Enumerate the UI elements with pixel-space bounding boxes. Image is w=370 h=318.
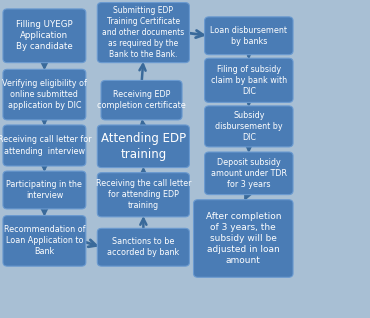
FancyBboxPatch shape bbox=[205, 106, 293, 147]
Text: Loan disbursement
by banks: Loan disbursement by banks bbox=[210, 26, 287, 46]
Text: Deposit subsidy
amount under TDR
for 3 years: Deposit subsidy amount under TDR for 3 y… bbox=[211, 158, 287, 189]
FancyBboxPatch shape bbox=[3, 9, 86, 63]
Text: Filing of subsidy
claim by bank with
DIC: Filing of subsidy claim by bank with DIC bbox=[211, 65, 287, 96]
Text: After completion
of 3 years, the
subsidy will be
adjusted in loan
amount: After completion of 3 years, the subsidy… bbox=[205, 212, 281, 265]
FancyBboxPatch shape bbox=[205, 17, 293, 55]
Text: Receiving the call letter
for attending EDP
training: Receiving the call letter for attending … bbox=[95, 179, 191, 211]
FancyBboxPatch shape bbox=[97, 173, 189, 217]
FancyBboxPatch shape bbox=[205, 152, 293, 195]
FancyBboxPatch shape bbox=[97, 3, 189, 63]
FancyBboxPatch shape bbox=[97, 125, 189, 168]
FancyBboxPatch shape bbox=[97, 228, 189, 266]
FancyBboxPatch shape bbox=[205, 58, 293, 102]
FancyBboxPatch shape bbox=[3, 69, 86, 120]
Text: Filling UYEGP
Application
By candidate: Filling UYEGP Application By candidate bbox=[16, 20, 73, 52]
Text: Verifying eligibility of
online submitted
application by DIC: Verifying eligibility of online submitte… bbox=[2, 79, 87, 110]
Text: Receiving call letter for
attending  interview: Receiving call letter for attending inte… bbox=[0, 135, 91, 156]
FancyBboxPatch shape bbox=[101, 80, 182, 120]
Text: Sanctions to be
accorded by bank: Sanctions to be accorded by bank bbox=[107, 237, 179, 257]
Text: Receiving EDP
completion certificate: Receiving EDP completion certificate bbox=[97, 90, 186, 110]
FancyBboxPatch shape bbox=[194, 200, 293, 277]
FancyBboxPatch shape bbox=[3, 125, 86, 166]
Text: Subsidy
disbursement by
DIC: Subsidy disbursement by DIC bbox=[215, 111, 283, 142]
Text: Recommendation of
Loan Application to
Bank: Recommendation of Loan Application to Ba… bbox=[4, 225, 85, 257]
FancyBboxPatch shape bbox=[3, 171, 86, 209]
Text: Attending EDP
training: Attending EDP training bbox=[101, 132, 186, 161]
FancyBboxPatch shape bbox=[3, 216, 86, 266]
Text: Submitting EDP
Training Certificate
and other documents
as required by the
Bank : Submitting EDP Training Certificate and … bbox=[102, 6, 185, 59]
Text: Participating in the
interview: Participating in the interview bbox=[6, 180, 83, 200]
